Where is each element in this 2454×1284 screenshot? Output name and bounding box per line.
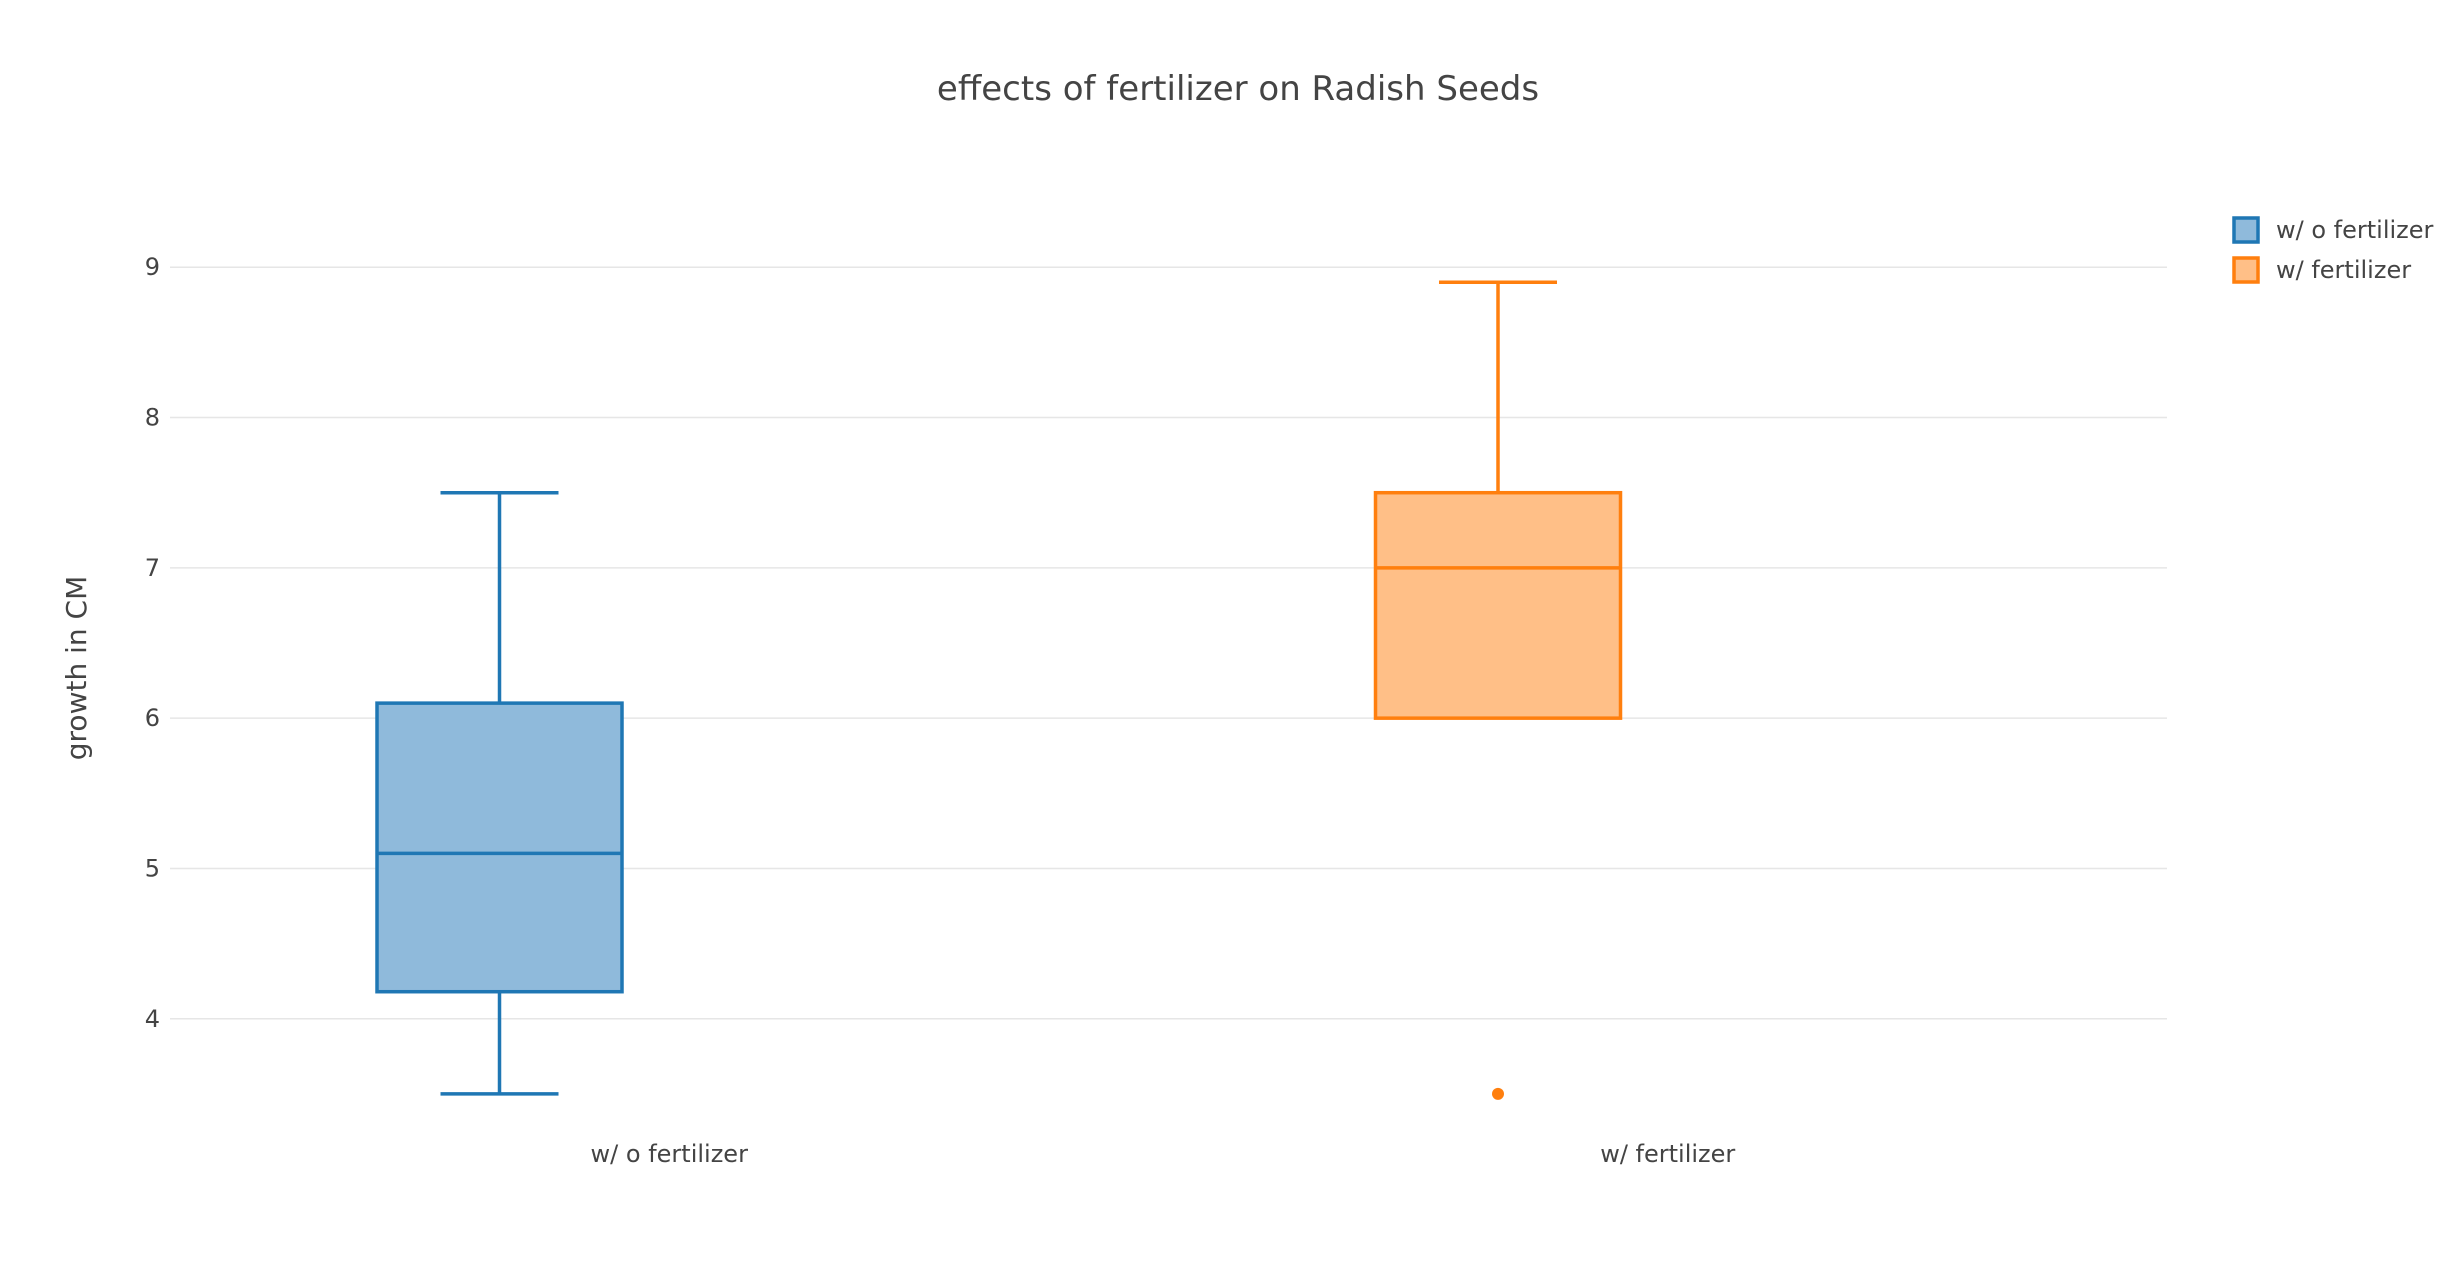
y-tick-label: 4 [145,1005,160,1033]
legend-swatch [2232,216,2260,244]
y-axis-title: growth in CM [60,576,93,760]
legend-item[interactable]: w/ o fertilizer [2232,216,2434,244]
box-1[interactable] [375,490,624,1096]
box-traces [375,280,1623,1100]
legend[interactable]: w/ o fertilizer w/ fertilizer [2232,216,2434,284]
x-axis-category-labels: w/ o fertilizer w/ fertilizer [591,1140,1736,1168]
box-iqr [375,701,624,994]
box-2[interactable] [1373,280,1623,1100]
y-tick-label: 6 [145,704,160,732]
y-tick-label: 9 [145,253,160,281]
chart-title: effects of fertilizer on Radish Seeds [937,69,1539,109]
outlier-point [1492,1087,1505,1100]
x-category-label: w/ o fertilizer [591,1140,749,1168]
y-tick-label: 8 [145,404,160,432]
legend-swatch [2232,256,2260,284]
legend-label: w/ o fertilizer [2276,216,2434,244]
x-category-label: w/ fertilizer [1600,1140,1735,1168]
y-tick-label: 7 [145,554,160,582]
legend-label: w/ fertilizer [2276,256,2411,284]
y-axis-ticks: 4 5 6 7 8 9 [145,253,160,1033]
legend-item[interactable]: w/ fertilizer [2232,256,2411,284]
box-iqr [1373,490,1623,720]
y-tick-label: 5 [145,854,160,882]
